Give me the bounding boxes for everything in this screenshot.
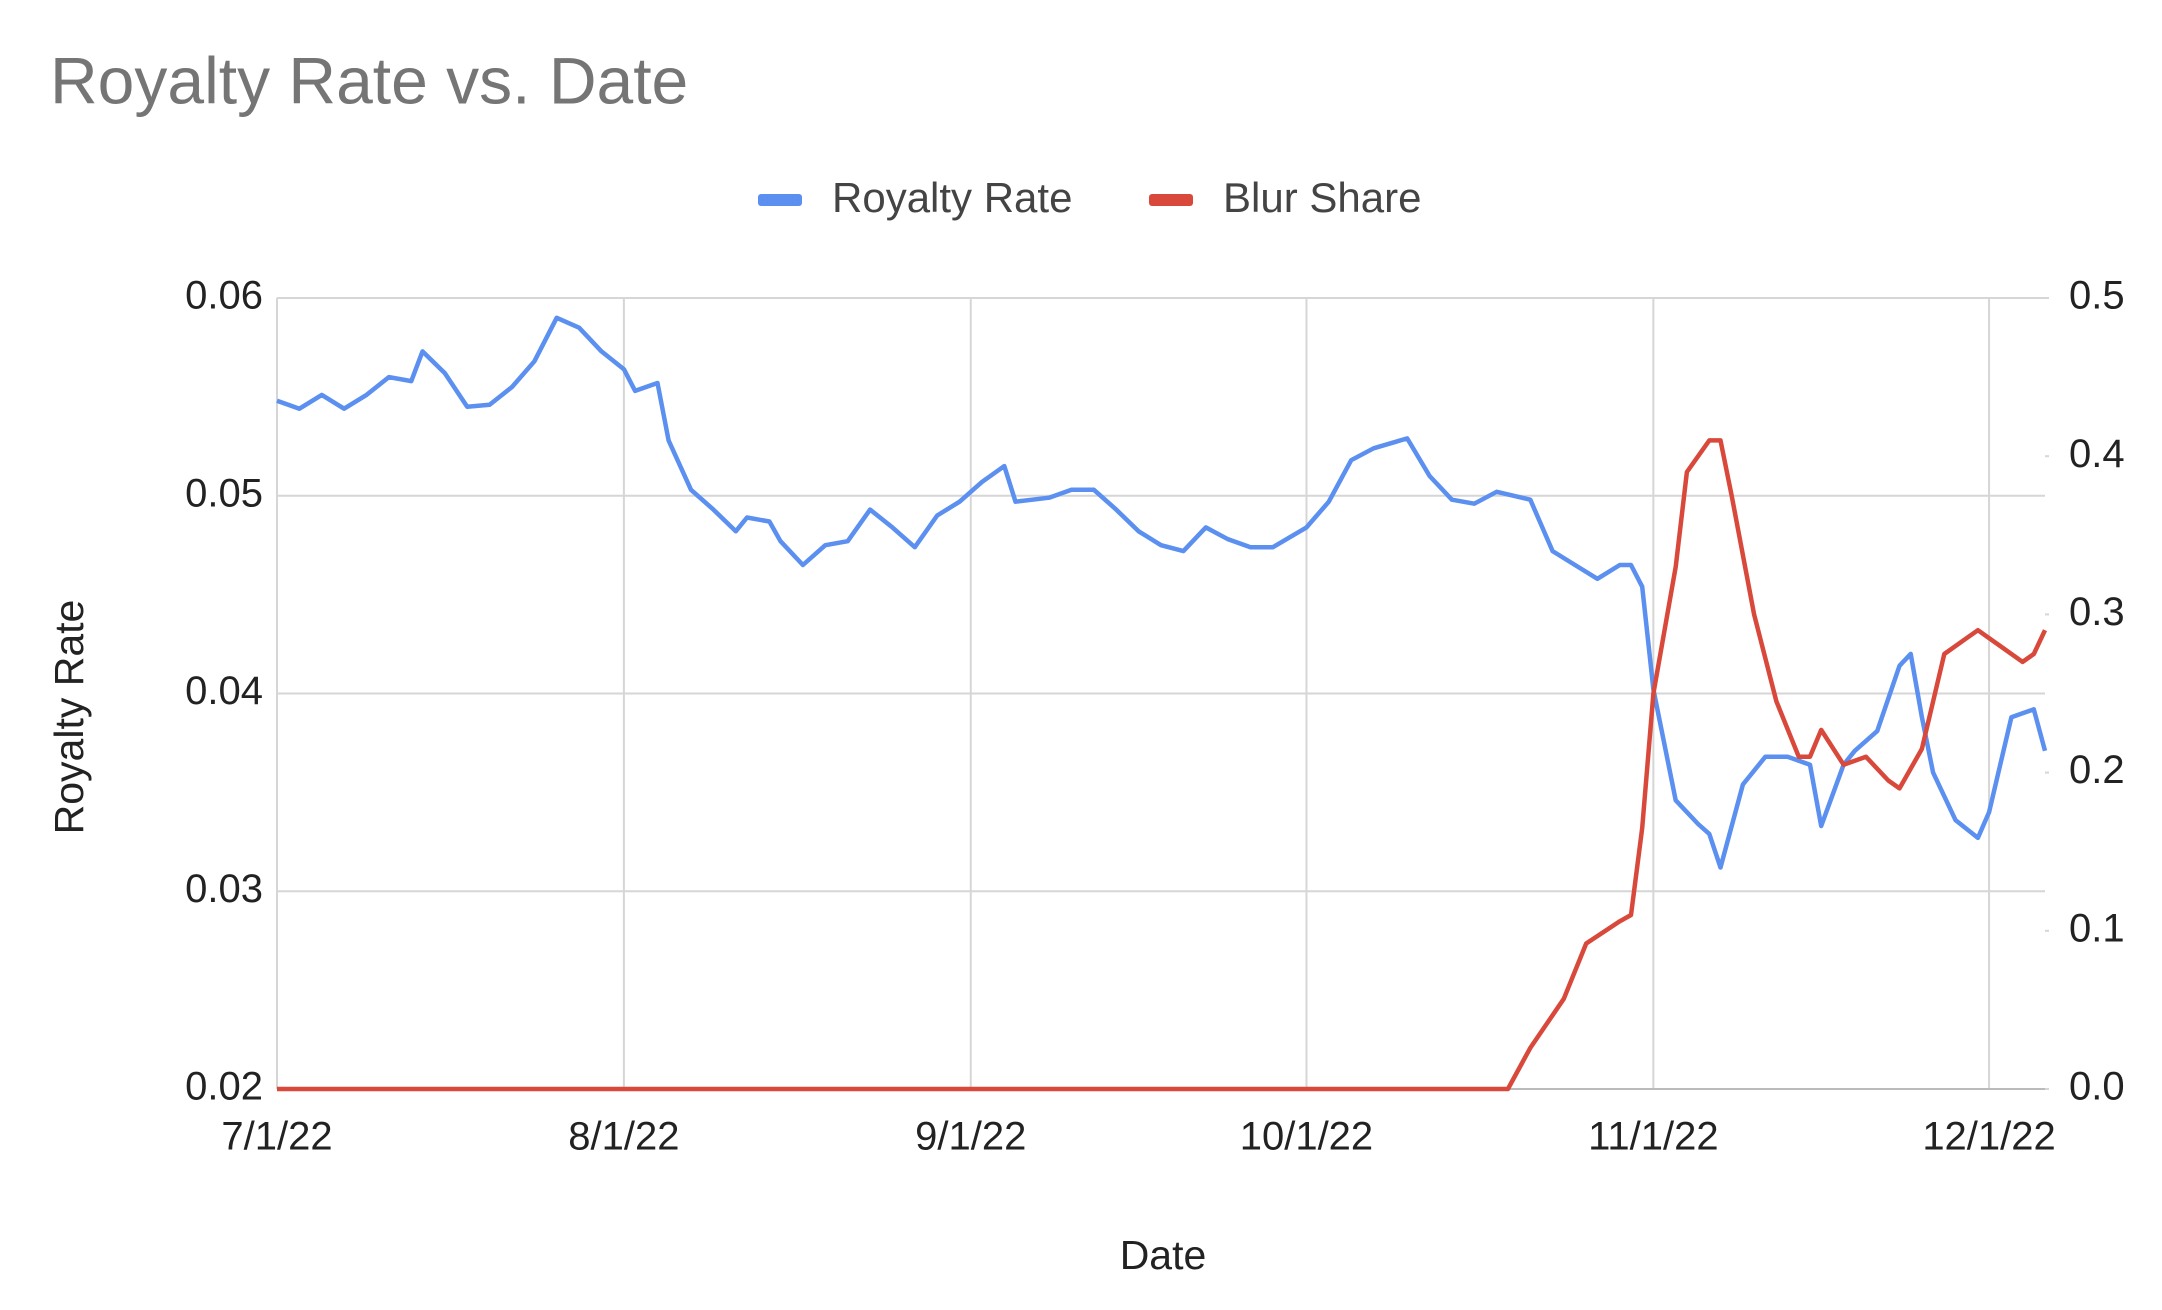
y2-tick-label: 0.2 (2069, 748, 2125, 792)
chart-title: Royalty Rate vs. Date (50, 43, 688, 117)
y2-tick-label: 0.1 (2069, 906, 2125, 950)
y-tick-label: 0.05 (185, 471, 263, 515)
y2-tick-label: 0.4 (2069, 432, 2125, 476)
series-line (277, 438, 2048, 1092)
legend-label: Royalty Rate (832, 174, 1072, 221)
y-axis-title: Royalty Rate (46, 600, 92, 835)
x-tick-label: 7/1/22 (221, 1115, 332, 1159)
y-tick-label: 0.04 (185, 669, 263, 713)
series-line (276, 315, 2048, 870)
legend-swatch (1149, 194, 1193, 206)
x-tick-label: 11/1/22 (1588, 1115, 1719, 1159)
y-tick-label: 0.06 (185, 274, 263, 318)
y-tick-label: 0.03 (185, 867, 263, 911)
legend-label: Blur Share (1223, 174, 1421, 221)
y2-tick-label: 0.0 (2069, 1065, 2125, 1109)
x-tick-label: 12/1/22 (1922, 1115, 2055, 1159)
y2-tick-label: 0.3 (2069, 590, 2125, 634)
y2-tick-label: 0.5 (2069, 274, 2125, 318)
x-tick-label: 9/1/22 (915, 1115, 1026, 1159)
x-axis-title: Date (1120, 1232, 1207, 1278)
y-tick-label: 0.02 (185, 1065, 263, 1109)
legend-swatch (758, 194, 802, 206)
x-tick-label: 10/1/22 (1240, 1115, 1373, 1159)
x-tick-label: 8/1/22 (568, 1115, 679, 1159)
